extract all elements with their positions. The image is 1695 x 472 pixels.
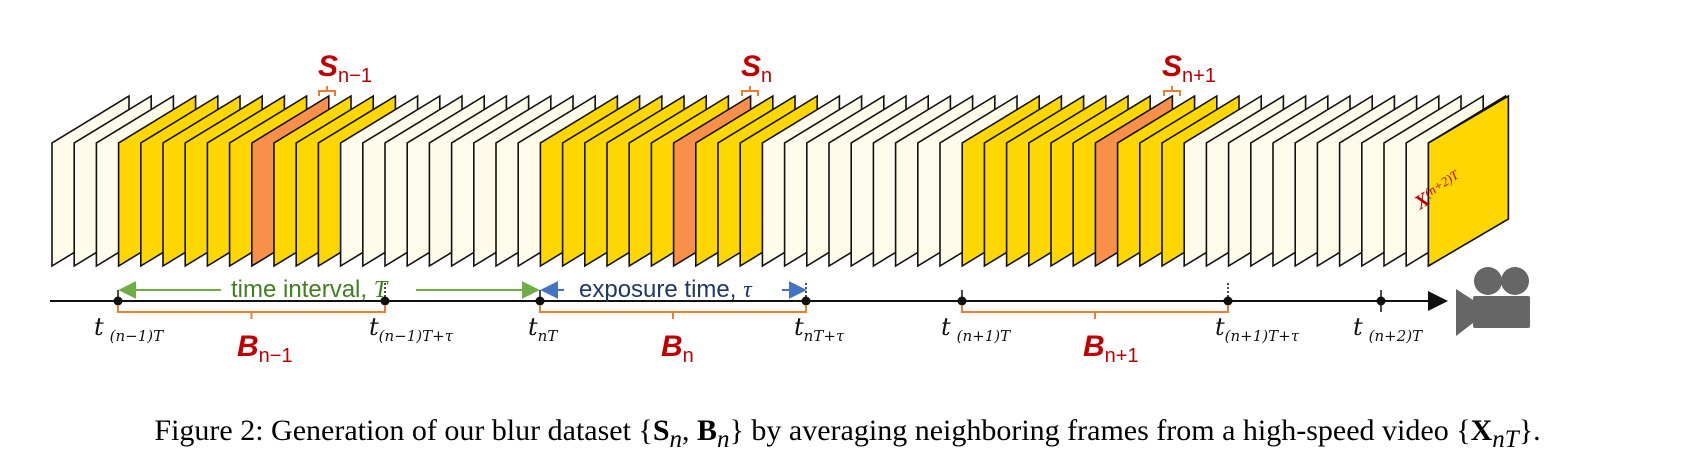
time-label-nT-tau: tnT+τ [794,313,845,345]
blur-bracket-1 [539,305,807,319]
sharp-label-s-n-plus-1: Sn+1 [1162,50,1216,87]
frame-last-face [1427,94,1510,268]
sharp-brace-0 [318,86,336,96]
blur-label-b-n-minus-1: Bn−1 [237,330,293,367]
exposure-label: exposure time, τ [579,276,753,303]
video-camera-icon [1456,267,1530,336]
interval-label: time interval, T [231,276,389,303]
sharp-frame-labels: Sn−1 Sn Sn+1 [318,50,1216,87]
blur-bracket-0 [117,305,386,319]
sharp-brace-2 [1163,86,1181,96]
sharp-brace-1 [741,86,759,96]
time-label-n-minus-1-T: t (n−1)T [94,313,164,345]
blur-labels: Bn−1 Bn Bn+1 [237,330,1139,367]
blur-label-b-n-plus-1: Bn+1 [1083,330,1139,367]
time-label-nT: tnT [528,313,558,345]
sharp-label-s-n-minus-1: Sn−1 [318,50,372,87]
time-label-n-plus-2-T: t (n+2)T [1353,313,1423,345]
frame-stack [51,94,1510,268]
figure-caption: Figure 2: Generation of our blur dataset… [154,414,1541,453]
time-labels: t (n−1)T t(n−1)T+τ tnT tnT+τ t (n+1)T t(n+… [94,313,1423,345]
blur-brackets [117,305,1229,319]
time-label-n-plus-1-T-tau: t(n+1)T+τ [1215,313,1300,345]
sharp-frame-braces [318,86,1181,96]
blur-label-b-n: Bn [661,330,694,367]
blur-bracket-2 [961,305,1229,319]
time-label-n-minus-1-T-tau: t(n−1)T+τ [369,313,454,345]
sharp-label-s-n: Sn [741,50,772,87]
time-label-n-plus-1-T: t (n+1)T [941,313,1011,345]
